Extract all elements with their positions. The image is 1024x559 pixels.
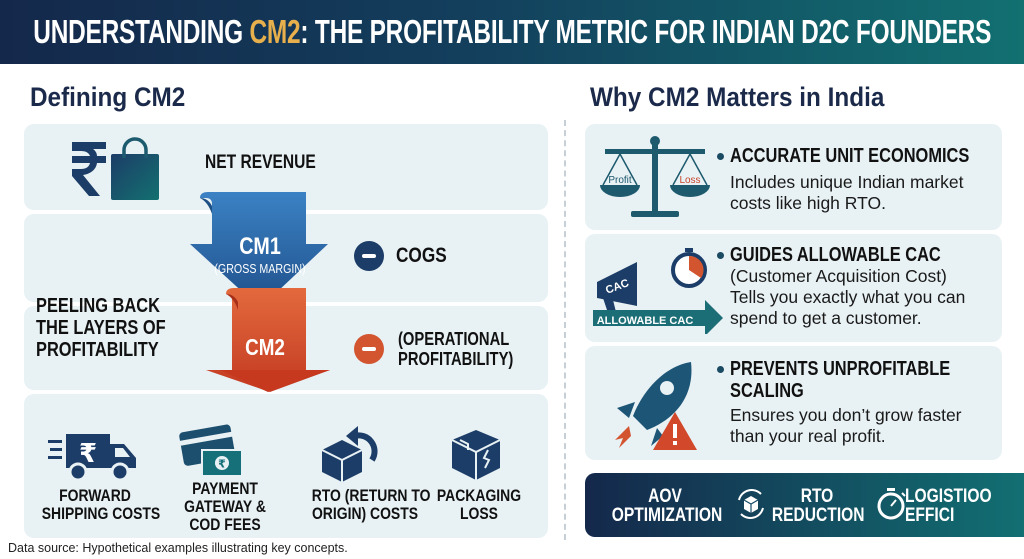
action-banner (585, 473, 1024, 537)
bullet-icon (717, 252, 724, 259)
header-banner: UNDERSTANDING CM2: THE PROFITABILITY MET… (0, 0, 1024, 64)
operational-profitability-label: (OPERATIONAL PROFITABILITY) (398, 329, 514, 369)
banner-rto-reduction: RTO REDUCTION (771, 486, 865, 526)
cm1-label-group: CM1 (GROSS MARGIN) (214, 233, 306, 277)
left-heading: Defining CM2 (30, 82, 186, 112)
damaged-box-icon (451, 430, 501, 480)
cm-flow-arrows (190, 192, 330, 392)
svg-text:₹: ₹ (218, 458, 226, 471)
cost-rto: RTO (RETURN TO ORIGIN) COSTS (311, 486, 431, 523)
page-title: UNDERSTANDING CM2: THE PROFITABILITY MET… (33, 13, 991, 50)
banner-logistics-efficiency: LOGISTIOO EFFICI (905, 486, 992, 526)
peeling-back-label: PEELING BACK THE LAYERS OF PROFITABILITY (36, 295, 166, 361)
unprofitable-scaling-text: Ensures you don’t grow faster than your r… (730, 405, 962, 446)
minus-icon (354, 241, 384, 271)
cost-packaging-loss: PACKAGING LOSS (436, 486, 522, 523)
banner-aov-optimization: AOV OPTIMIZATION (611, 486, 723, 526)
rocket-warning-icon (615, 362, 697, 450)
cogs-label: COGS (396, 244, 447, 267)
box-cycle-icon (738, 489, 764, 519)
megaphone-stopwatch-icon: CAC ALLOWABLE CAC (593, 248, 723, 334)
allowable-cac-text: (Customer Acquisition Cost) Tells you exa… (730, 266, 966, 328)
minus-icon (354, 334, 384, 364)
unit-economics-title: ACCURATE UNIT ECONOMICS (730, 145, 970, 167)
balance-scale-icon: Profit Loss (600, 136, 710, 217)
stopwatch-icon (877, 488, 906, 520)
rupee-bag-icon (72, 137, 159, 200)
bullet-icon (717, 153, 724, 160)
section-divider (564, 120, 566, 540)
loss-label: Loss (679, 175, 700, 186)
cm2-arrow (206, 288, 330, 392)
box-return-icon (321, 426, 378, 482)
cost-forward-shipping: FORWARD SHIPPING COSTS (41, 486, 161, 523)
bullet-icon (717, 366, 724, 373)
unprofitable-scaling-title: PREVENTS UNPROFITABLE SCALING (730, 358, 951, 402)
card-cash-icon: ₹ (179, 424, 243, 477)
unit-economics-text: Includes unique Indian market costs like … (730, 172, 964, 213)
allowable-cac-arrow-label: ALLOWABLE CAC (597, 315, 694, 327)
allowable-cac-title: GUIDES ALLOWABLE CAC (730, 244, 941, 266)
profit-label: Profit (608, 175, 632, 186)
svg-text:₹: ₹ (79, 439, 97, 469)
cm1-arrow (190, 192, 328, 308)
data-source-note: Data source: Hypothetical examples illus… (8, 541, 348, 555)
right-heading: Why CM2 Matters in India (590, 82, 885, 112)
net-revenue-label: NET REVENUE (205, 152, 316, 173)
delivery-truck-rupee-icon: ₹ (48, 434, 136, 482)
cm2-label: CM2 (245, 334, 285, 360)
cost-payment-gateway: PAYMENT GATEWAY & COD FEES (184, 479, 266, 534)
